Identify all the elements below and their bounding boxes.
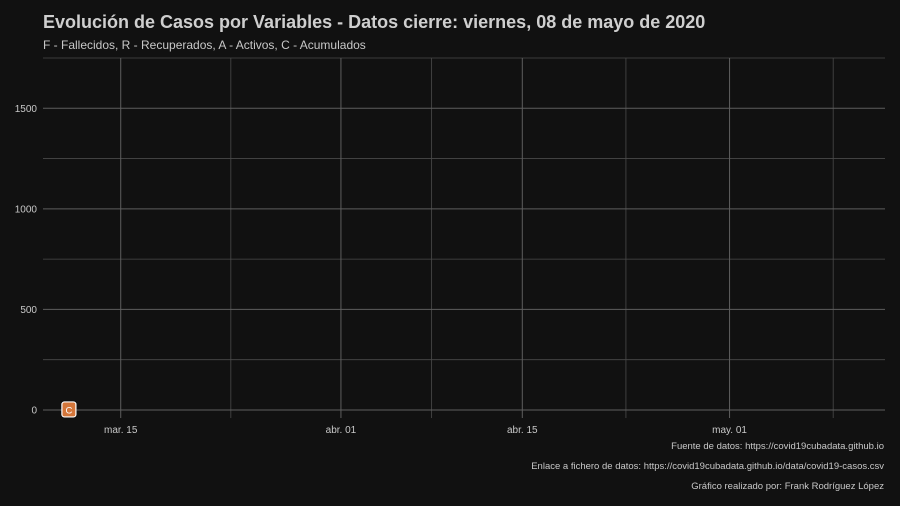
x-tick-label-0: mar. 15 (104, 425, 138, 436)
x-tick-label-1: abr. 01 (326, 425, 357, 436)
data-label-C-0: C (65, 405, 72, 416)
caption-author: Gráfico realizado por: Frank Rodríguez L… (691, 481, 884, 492)
data-label-box-C-0 (61, 401, 77, 418)
y-tick-label-0: 0 (31, 405, 37, 416)
x-tick-label-2: abr. 15 (507, 425, 538, 436)
y-tick-label-1000: 1000 (15, 204, 38, 215)
x-tick-label-3: may. 01 (712, 425, 747, 436)
caption-data-source: Fuente de datos: https://covid19cubadata… (671, 441, 884, 452)
chart-title: Evolución de Casos por Variables - Datos… (43, 12, 706, 32)
y-tick-label-1500: 1500 (15, 104, 38, 115)
chart-subtitle: F - Fallecidos, R - Recuperados, A - Act… (43, 38, 366, 52)
y-tick-label-500: 500 (20, 305, 37, 316)
caption-data-file-link[interactable]: Enlace a fichero de datos: https://covid… (531, 461, 884, 472)
